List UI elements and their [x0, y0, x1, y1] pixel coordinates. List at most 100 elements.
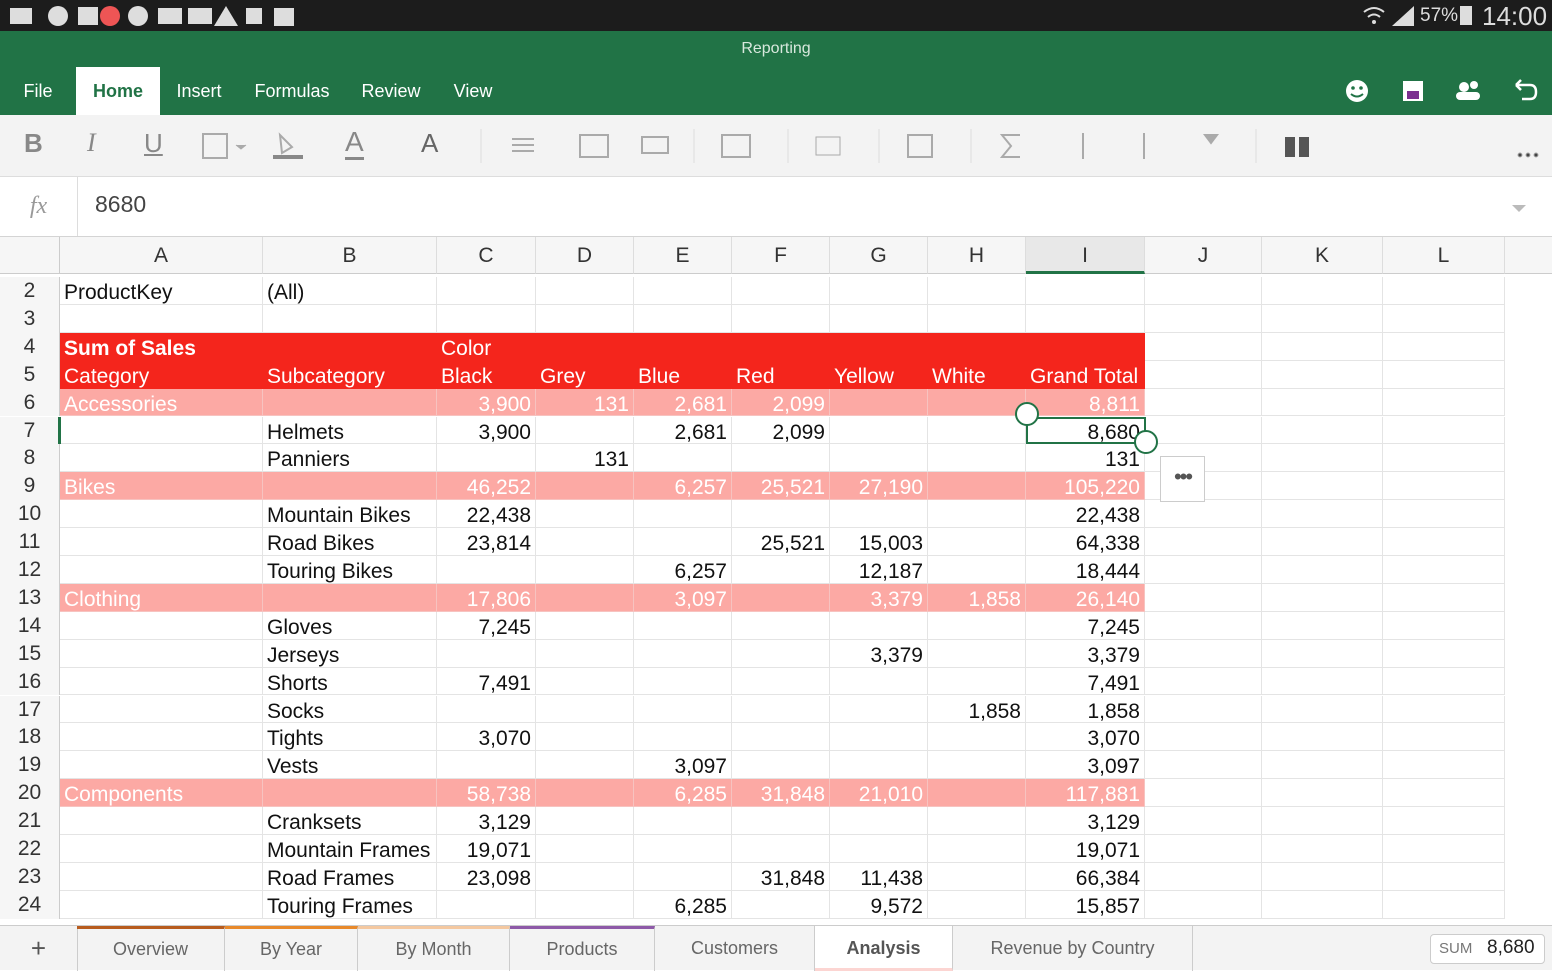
- cell[interactable]: 6,285: [634, 890, 732, 919]
- cell[interactable]: [1262, 500, 1383, 529]
- cell[interactable]: [634, 862, 732, 891]
- cell[interactable]: 8,811: [1026, 388, 1145, 417]
- cell[interactable]: 3,379: [1026, 639, 1145, 668]
- cell[interactable]: [1262, 667, 1383, 696]
- cell[interactable]: [536, 695, 634, 724]
- cell[interactable]: [830, 500, 928, 529]
- ribbon-tab[interactable]: Formulas: [254, 81, 330, 101]
- cell[interactable]: 58,738: [437, 779, 536, 808]
- cell[interactable]: [830, 332, 928, 361]
- selection-handle[interactable]: [1134, 430, 1158, 455]
- row-header[interactable]: 23: [0, 862, 60, 891]
- cell[interactable]: [732, 444, 830, 473]
- bold-button[interactable]: B: [24, 128, 43, 158]
- cell[interactable]: [1145, 528, 1262, 556]
- cell[interactable]: [928, 277, 1026, 305]
- cell[interactable]: Road Bikes: [263, 528, 437, 556]
- cell[interactable]: [634, 695, 732, 724]
- cell[interactable]: 3,900: [437, 388, 536, 417]
- cell[interactable]: [263, 332, 437, 361]
- cell[interactable]: [830, 416, 928, 445]
- cell[interactable]: [732, 611, 830, 640]
- cell[interactable]: [634, 528, 732, 556]
- cell[interactable]: [830, 388, 928, 417]
- cell[interactable]: Blue: [634, 360, 732, 389]
- cell[interactable]: [60, 304, 263, 333]
- column-header[interactable]: E: [634, 237, 732, 274]
- cell[interactable]: Helmets: [263, 416, 437, 445]
- row-header[interactable]: 16: [0, 667, 60, 696]
- sheet-tab[interactable]: Customers: [655, 926, 815, 971]
- cell[interactable]: [732, 890, 830, 919]
- cell[interactable]: [60, 639, 263, 668]
- cell[interactable]: [263, 304, 437, 333]
- cell[interactable]: [536, 723, 634, 752]
- italic-button[interactable]: I: [87, 128, 96, 157]
- cell[interactable]: Jerseys: [263, 639, 437, 668]
- row-header[interactable]: 24: [0, 890, 60, 919]
- cell[interactable]: [1262, 472, 1383, 501]
- cell[interactable]: [1145, 695, 1262, 724]
- cell[interactable]: 131: [536, 388, 634, 417]
- cell[interactable]: Category: [60, 360, 263, 389]
- cell[interactable]: 9,572: [830, 890, 928, 919]
- cell[interactable]: 25,521: [732, 528, 830, 556]
- cell[interactable]: [437, 304, 536, 333]
- cell[interactable]: [928, 779, 1026, 808]
- cell[interactable]: [60, 807, 263, 835]
- cell[interactable]: 6,285: [634, 779, 732, 808]
- cell[interactable]: [1145, 360, 1262, 389]
- cell[interactable]: [60, 667, 263, 696]
- cell[interactable]: 1,858: [1026, 695, 1145, 724]
- cell[interactable]: [1383, 779, 1505, 808]
- sheet-tab[interactable]: Analysis: [815, 926, 953, 971]
- cell[interactable]: 21,010: [830, 779, 928, 808]
- cell[interactable]: Yellow: [830, 360, 928, 389]
- cell[interactable]: 22,438: [1026, 500, 1145, 529]
- cell[interactable]: [928, 304, 1026, 333]
- cell[interactable]: [263, 472, 437, 501]
- more-button[interactable]: •••: [1160, 456, 1205, 502]
- underline-button[interactable]: U: [144, 128, 163, 158]
- ribbon-tab[interactable]: View: [453, 81, 493, 101]
- sheet-tab[interactable]: Revenue by Country: [953, 926, 1193, 971]
- cell[interactable]: [60, 751, 263, 780]
- cell[interactable]: Cranksets: [263, 807, 437, 835]
- cell[interactable]: [1262, 807, 1383, 835]
- cell[interactable]: [634, 444, 732, 473]
- cell[interactable]: [1383, 472, 1505, 501]
- row-header[interactable]: 10: [0, 500, 60, 529]
- cell[interactable]: [60, 528, 263, 556]
- row-header[interactable]: 15: [0, 639, 60, 668]
- cell[interactable]: [928, 416, 1026, 445]
- cell[interactable]: 22,438: [437, 500, 536, 529]
- cell[interactable]: [1383, 639, 1505, 668]
- cell[interactable]: [1026, 332, 1145, 361]
- ribbon-tab[interactable]: File: [23, 81, 53, 101]
- column-header[interactable]: L: [1383, 237, 1505, 274]
- cell[interactable]: 3,097: [1026, 751, 1145, 780]
- cell[interactable]: 25,521: [732, 472, 830, 501]
- cell[interactable]: 23,098: [437, 862, 536, 891]
- cell[interactable]: [536, 751, 634, 780]
- cell[interactable]: Sum of Sales: [60, 332, 263, 361]
- cell[interactable]: [1383, 500, 1505, 529]
- cell[interactable]: [536, 472, 634, 501]
- cell[interactable]: [437, 751, 536, 780]
- cell[interactable]: [830, 807, 928, 835]
- cell[interactable]: [60, 444, 263, 473]
- cell[interactable]: [928, 667, 1026, 696]
- cell[interactable]: [60, 500, 263, 529]
- cell[interactable]: Panniers: [263, 444, 437, 473]
- cell[interactable]: Components: [60, 779, 263, 808]
- row-header[interactable]: 13: [0, 583, 60, 612]
- cell[interactable]: 8,680: [1026, 416, 1145, 445]
- cell[interactable]: [536, 304, 634, 333]
- cell[interactable]: [1383, 360, 1505, 389]
- cell[interactable]: Gloves: [263, 611, 437, 640]
- cell[interactable]: [1383, 388, 1505, 417]
- cell[interactable]: [1383, 611, 1505, 640]
- column-header[interactable]: C: [437, 237, 536, 274]
- column-header[interactable]: G: [830, 237, 928, 274]
- cell[interactable]: [60, 862, 263, 891]
